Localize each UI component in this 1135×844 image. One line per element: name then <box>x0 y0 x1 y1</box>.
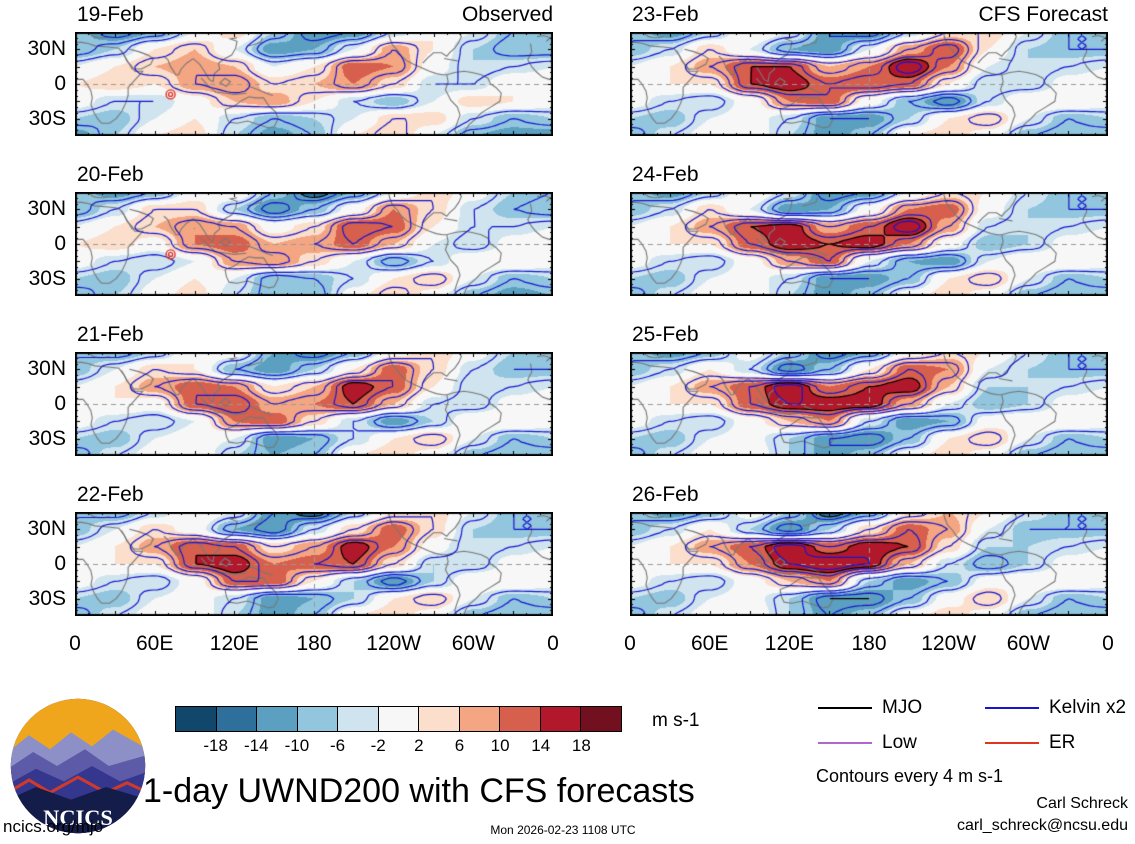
y-axis-label: 30N <box>27 357 66 380</box>
legend-label-mjo: MJO <box>882 697 923 718</box>
panel-date: 19-Feb <box>77 3 144 26</box>
colorbar-segment <box>581 707 622 731</box>
legend-item-kelvin: Kelvin x2 <box>985 697 1126 719</box>
colorbar-tick-label: -10 <box>284 736 310 755</box>
colorbar-tick-label: 10 <box>490 736 510 755</box>
map-panel-23feb <box>630 32 1108 136</box>
kelvin-line <box>985 707 1039 709</box>
map-panel-25feb <box>630 352 1108 456</box>
map-panel-21feb <box>75 352 553 456</box>
x-tick-label: 60E <box>690 632 729 655</box>
y-axis-label: 30N <box>27 517 66 540</box>
y-axis-label: 0 <box>54 392 66 415</box>
y-axis-label: 0 <box>54 72 66 95</box>
x-tick-label: 180 <box>296 632 332 655</box>
colorbar-segment <box>216 707 258 731</box>
colorbar-segment <box>540 707 582 731</box>
legend-item-mjo: MJO <box>818 697 922 719</box>
colorbar-segment <box>378 707 420 731</box>
colorbar-tick-label: -2 <box>370 736 386 755</box>
colorbar-segment <box>459 707 501 731</box>
x-tick-label: 0 <box>624 632 636 655</box>
x-axis-labels: 0 60E 120E 180 120W 60W 0 <box>69 632 559 660</box>
y-axis-label: 30S <box>28 427 66 450</box>
column-label-observed: Observed <box>461 3 553 26</box>
legend-label-kelvin: Kelvin x2 <box>1049 697 1127 718</box>
author-credit: Carl Schreck <box>1036 795 1128 812</box>
colorbar-segment <box>500 707 541 731</box>
x-tick-label: 0 <box>1102 632 1114 655</box>
figure-title: 1-day UWND200 with CFS forecasts <box>143 772 695 810</box>
column-label-cfs-forecast: CFS Forecast <box>978 3 1108 26</box>
y-axis-label: 0 <box>54 232 66 255</box>
x-tick-label: 60E <box>135 632 174 655</box>
colorbar-segment <box>297 707 339 731</box>
y-axis-label: 30S <box>28 107 66 130</box>
contour-note: Contours every 4 m s-1 <box>816 766 1004 786</box>
legend-item-low: Low <box>818 732 917 754</box>
y-axis-label: 0 <box>54 552 66 575</box>
units-label: m s-1 <box>652 710 700 731</box>
colorbar-tick-label: 18 <box>571 736 591 755</box>
colorbar <box>175 706 622 732</box>
panel-date: 21-Feb <box>77 323 144 346</box>
x-tick-label: 120W <box>921 632 977 655</box>
site-link: ncics.org/mjo <box>3 817 104 836</box>
map-panel-24feb <box>630 192 1108 296</box>
legend-label-low: Low <box>882 732 917 753</box>
x-tick-label: 180 <box>851 632 887 655</box>
panel-date: 20-Feb <box>77 163 144 186</box>
email-credit: carl_schreck@ncsu.edu <box>957 817 1128 834</box>
x-tick-label: 60W <box>1006 632 1050 655</box>
colorbar-tick-label: 2 <box>414 736 424 755</box>
colorbar-segment <box>419 707 460 731</box>
y-axis-label: 30N <box>27 197 66 220</box>
mjo-line <box>818 707 872 709</box>
colorbar-segment <box>176 707 217 731</box>
legend-label-er: ER <box>1049 732 1076 753</box>
y-axis-label: 30N <box>27 37 66 60</box>
map-panel-26feb <box>630 512 1108 616</box>
colorbar-tick-label: 14 <box>531 736 551 755</box>
panel-date: 24-Feb <box>632 163 699 186</box>
er-line <box>985 742 1039 744</box>
x-tick-label: 120E <box>764 632 814 655</box>
y-axis-label: 30S <box>28 267 66 290</box>
map-panel-20feb <box>75 192 553 296</box>
x-tick-label: 0 <box>69 632 81 655</box>
colorbar-segment <box>338 707 379 731</box>
x-axis-labels: 0 60E 120E 180 120W 60W 0 <box>624 632 1114 660</box>
panel-date: 22-Feb <box>77 483 144 506</box>
legend-item-er: ER <box>985 732 1075 754</box>
colorbar-tick-label: 6 <box>454 736 465 755</box>
x-tick-label: 0 <box>547 632 559 655</box>
timestamp: Mon 2026-02-23 1108 UTC <box>490 823 636 837</box>
map-panel-19feb <box>75 32 553 136</box>
colorbar-tick-label: -18 <box>203 736 228 755</box>
colorbar-labels: -18 -14 -10 -6 -2 2 6 10 14 18 <box>175 736 622 758</box>
logo-zigzag <box>10 775 146 795</box>
x-tick-label: 120E <box>209 632 259 655</box>
x-tick-label: 60W <box>451 632 495 655</box>
map-panel-22feb <box>75 512 553 616</box>
x-tick-label: 120W <box>366 632 422 655</box>
logo-text: NCICS <box>43 805 113 830</box>
colorbar-tick-label: -6 <box>329 736 346 755</box>
colorbar-segment <box>257 707 298 731</box>
y-axis-label: 30S <box>28 587 66 610</box>
low-line <box>818 742 872 744</box>
colorbar-tick-label: -14 <box>243 736 269 755</box>
panel-date: 25-Feb <box>632 323 699 346</box>
panel-date: 26-Feb <box>632 483 699 506</box>
panel-date: 23-Feb <box>632 3 699 26</box>
ncics-logo: NCICS <box>10 698 146 834</box>
